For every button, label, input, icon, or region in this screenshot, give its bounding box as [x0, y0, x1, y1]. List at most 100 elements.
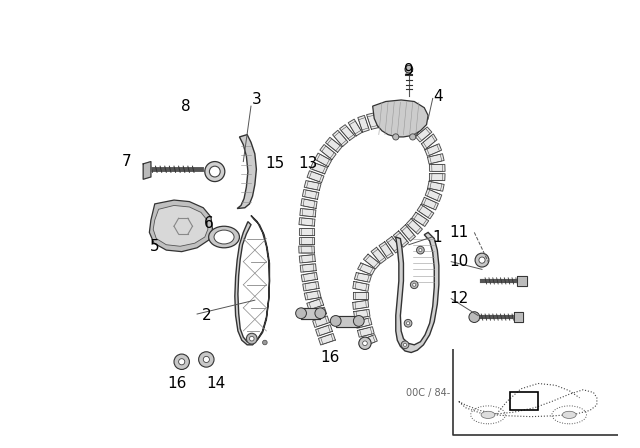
Circle shape	[419, 249, 422, 252]
Polygon shape	[401, 225, 415, 241]
Text: 8: 8	[180, 99, 190, 114]
Polygon shape	[422, 134, 437, 150]
Polygon shape	[301, 272, 317, 282]
Circle shape	[413, 283, 416, 286]
Polygon shape	[353, 281, 369, 291]
Polygon shape	[394, 113, 406, 129]
Polygon shape	[333, 130, 348, 146]
Polygon shape	[517, 276, 527, 285]
Polygon shape	[364, 254, 380, 269]
Polygon shape	[299, 228, 314, 235]
Polygon shape	[372, 100, 428, 137]
Polygon shape	[358, 116, 369, 132]
Text: 2: 2	[202, 308, 212, 323]
Polygon shape	[299, 246, 314, 253]
Circle shape	[417, 246, 424, 254]
Text: 16: 16	[168, 376, 187, 391]
Polygon shape	[153, 206, 208, 246]
Circle shape	[403, 343, 406, 346]
Circle shape	[250, 336, 254, 341]
Text: 16: 16	[320, 350, 339, 366]
Polygon shape	[429, 164, 445, 172]
Polygon shape	[358, 327, 374, 337]
Polygon shape	[304, 291, 321, 300]
Circle shape	[405, 65, 413, 73]
Text: 4: 4	[433, 89, 443, 103]
Circle shape	[179, 359, 185, 365]
Polygon shape	[428, 181, 444, 191]
Polygon shape	[406, 219, 422, 234]
Polygon shape	[313, 316, 330, 327]
Polygon shape	[394, 231, 408, 247]
Text: 7: 7	[122, 154, 131, 169]
Polygon shape	[371, 247, 386, 263]
Polygon shape	[304, 181, 321, 190]
Polygon shape	[303, 281, 319, 291]
Polygon shape	[358, 263, 375, 275]
Polygon shape	[320, 145, 336, 159]
Circle shape	[410, 281, 418, 289]
Polygon shape	[367, 113, 378, 129]
Polygon shape	[310, 307, 326, 319]
Circle shape	[296, 308, 307, 319]
Circle shape	[205, 162, 225, 181]
Polygon shape	[307, 298, 324, 310]
Circle shape	[563, 411, 576, 418]
Polygon shape	[301, 308, 320, 319]
Circle shape	[401, 341, 409, 349]
Circle shape	[475, 253, 489, 267]
Circle shape	[209, 166, 220, 177]
Polygon shape	[354, 310, 370, 319]
Polygon shape	[353, 300, 369, 310]
Text: 6: 6	[204, 215, 214, 231]
Circle shape	[198, 352, 214, 367]
Polygon shape	[315, 153, 332, 167]
Polygon shape	[425, 144, 442, 156]
Polygon shape	[307, 171, 324, 182]
Circle shape	[406, 322, 410, 325]
Text: 15: 15	[265, 155, 285, 171]
Circle shape	[469, 312, 480, 323]
Polygon shape	[403, 116, 414, 133]
Circle shape	[262, 340, 267, 345]
Ellipse shape	[214, 230, 234, 244]
Polygon shape	[353, 292, 368, 299]
Polygon shape	[336, 315, 359, 327]
Circle shape	[204, 356, 209, 362]
Polygon shape	[299, 237, 314, 244]
Circle shape	[410, 134, 416, 140]
Text: 5: 5	[150, 239, 159, 254]
Polygon shape	[412, 212, 429, 226]
Polygon shape	[149, 200, 212, 252]
Polygon shape	[355, 318, 372, 328]
Polygon shape	[300, 254, 316, 263]
Polygon shape	[417, 205, 434, 219]
Polygon shape	[379, 242, 394, 258]
Polygon shape	[301, 198, 317, 208]
Polygon shape	[360, 335, 377, 347]
Polygon shape	[387, 237, 401, 253]
Polygon shape	[300, 264, 316, 272]
Polygon shape	[422, 197, 438, 210]
Circle shape	[353, 315, 364, 326]
Text: 10: 10	[449, 254, 468, 269]
Text: 12: 12	[449, 291, 468, 306]
Text: 00C / 84-: 00C / 84-	[406, 388, 450, 397]
Polygon shape	[415, 127, 432, 142]
Polygon shape	[348, 119, 362, 136]
Polygon shape	[355, 272, 371, 282]
Polygon shape	[513, 313, 523, 322]
Polygon shape	[303, 190, 319, 199]
Polygon shape	[237, 134, 257, 208]
Polygon shape	[235, 215, 269, 345]
Polygon shape	[310, 162, 328, 174]
Polygon shape	[428, 154, 444, 164]
Text: 1: 1	[433, 229, 442, 245]
Text: 14: 14	[207, 376, 226, 391]
Polygon shape	[396, 233, 439, 353]
Polygon shape	[425, 189, 442, 202]
Circle shape	[174, 354, 189, 370]
Circle shape	[330, 315, 341, 326]
Polygon shape	[300, 208, 316, 217]
Circle shape	[479, 257, 485, 263]
